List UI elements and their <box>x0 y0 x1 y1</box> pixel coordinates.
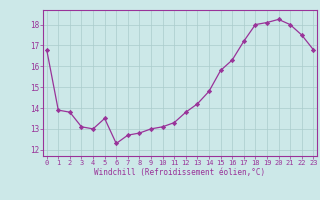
X-axis label: Windchill (Refroidissement éolien,°C): Windchill (Refroidissement éolien,°C) <box>94 168 266 177</box>
